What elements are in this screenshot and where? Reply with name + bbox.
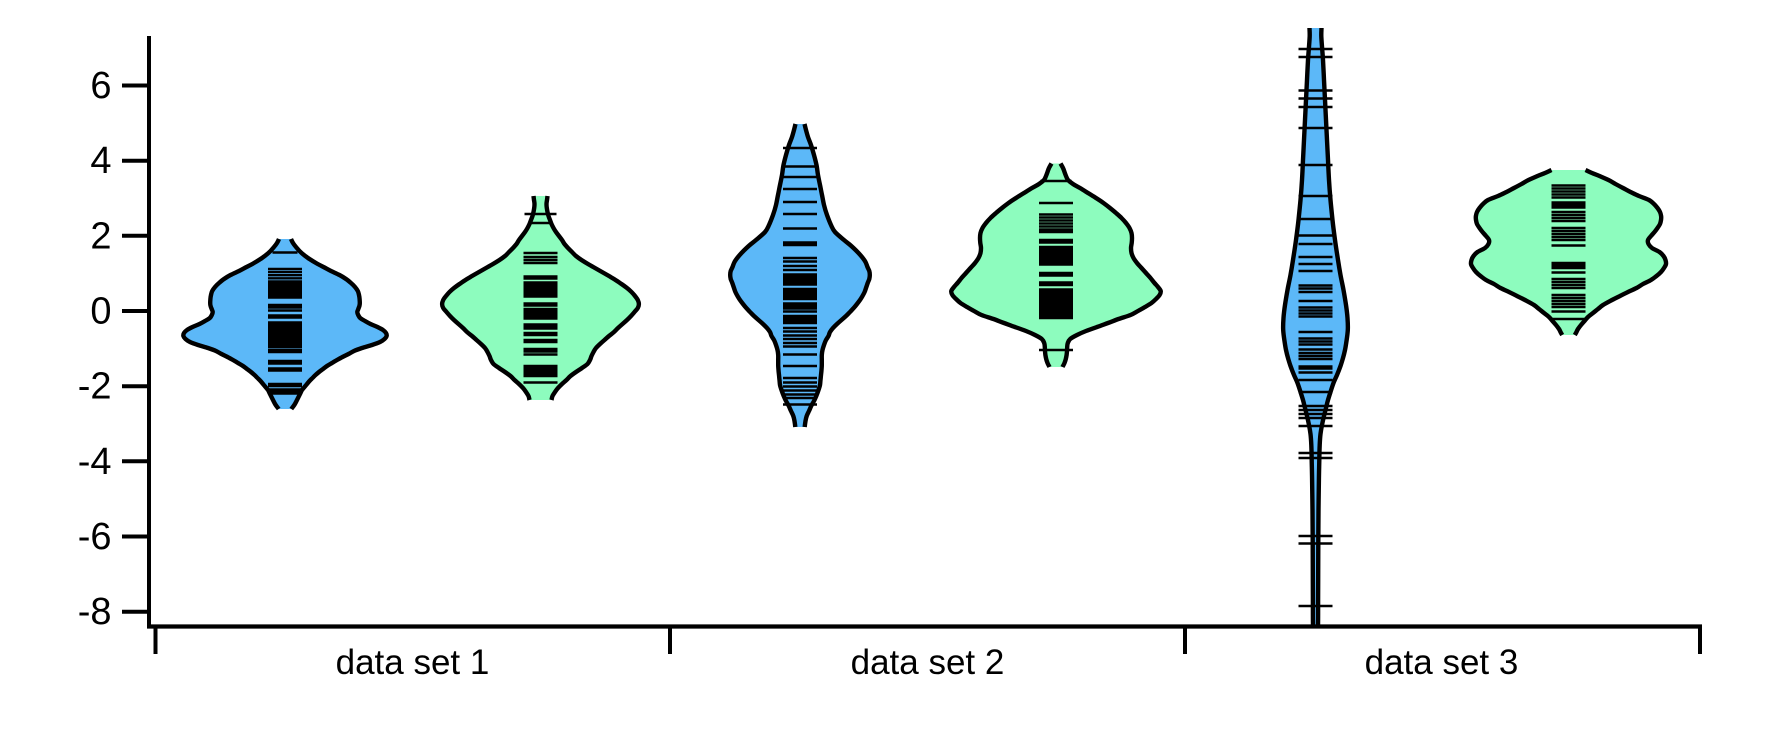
svg-text:-4: -4: [78, 441, 112, 483]
svg-text:2: 2: [90, 215, 111, 257]
svg-text:data set 2: data set 2: [851, 643, 1005, 682]
svg-text:-6: -6: [78, 516, 112, 558]
svg-text:data set 1: data set 1: [336, 643, 490, 682]
svg-text:0: 0: [90, 291, 111, 333]
svg-text:4: 4: [90, 140, 111, 182]
svg-text:-2: -2: [78, 366, 112, 408]
svg-text:6: 6: [90, 65, 111, 107]
svg-text:-8: -8: [78, 591, 112, 633]
svg-text:data set 3: data set 3: [1365, 643, 1519, 682]
